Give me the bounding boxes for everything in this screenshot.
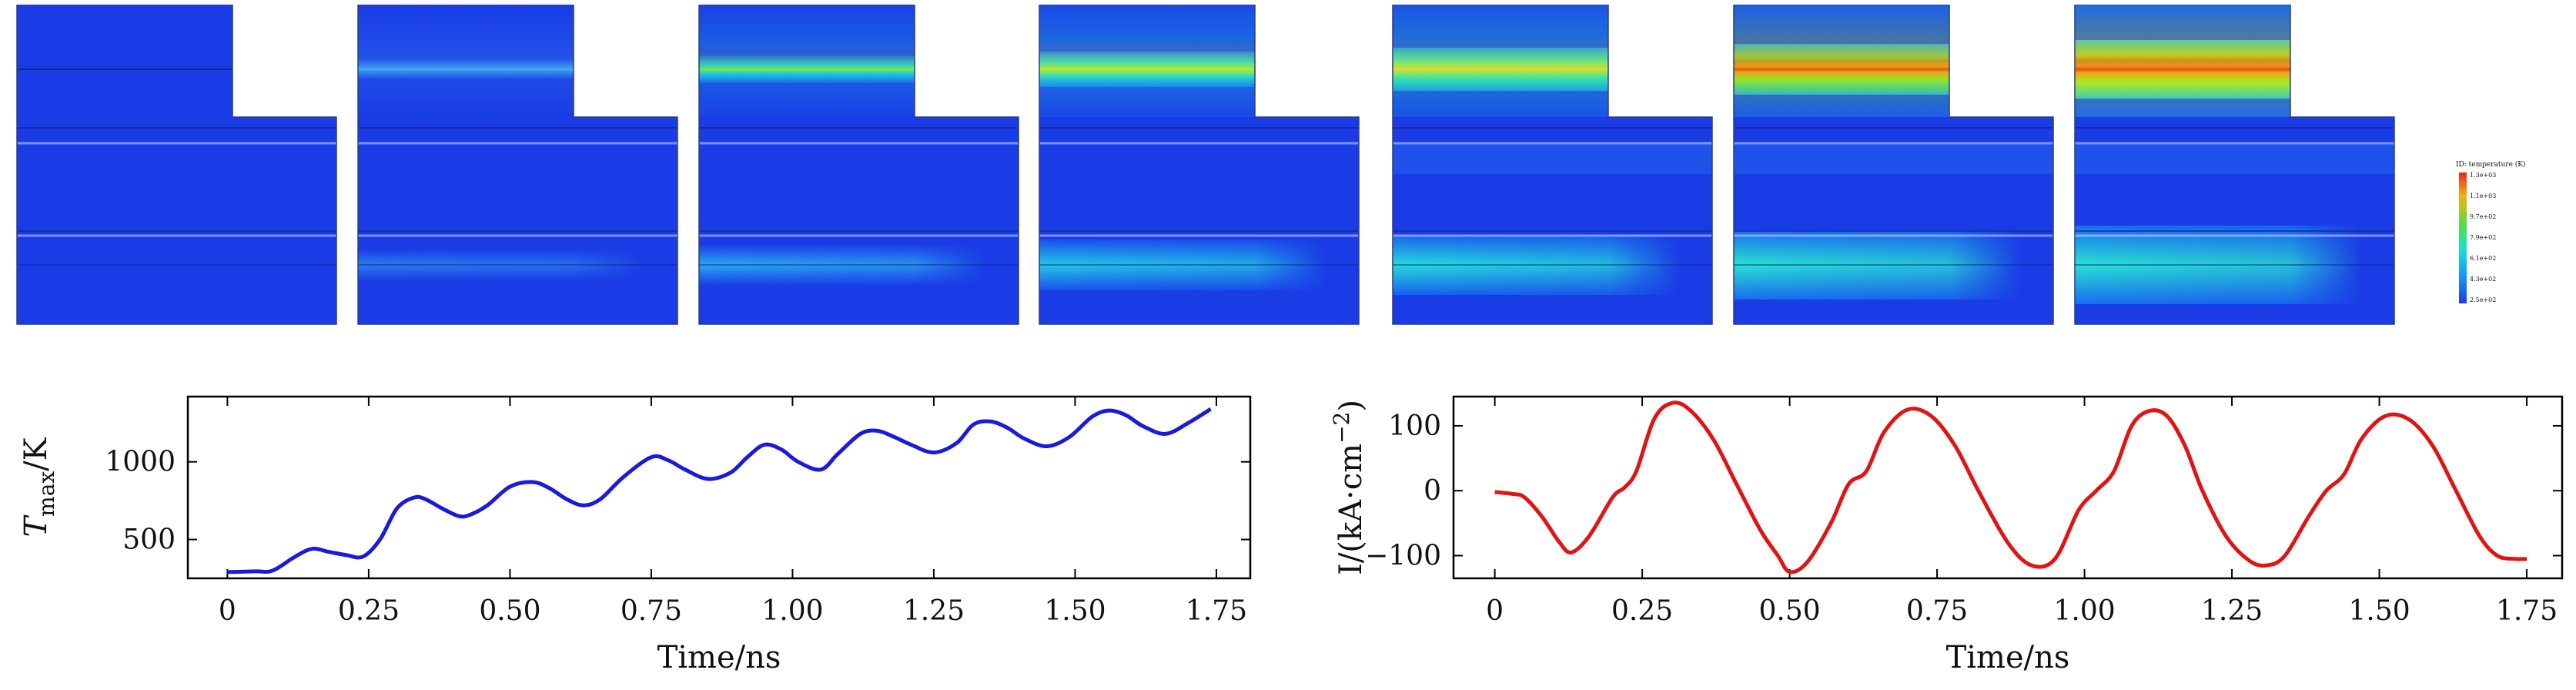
snapshot-panel [357, 5, 678, 325]
field-snapshots: ID: temperature (K) 1.3e+03 1.1e+03 9.7e+02… [16, 5, 2526, 325]
colorbar-label: 4.3e+02 [2470, 276, 2496, 283]
colorbar-title: ID: temperature (K) [2456, 160, 2526, 169]
colorbar-label: 6.1e+02 [2470, 255, 2496, 262]
snapshot-panel [1392, 5, 1713, 325]
x-tick-label: 0.75 [621, 595, 682, 627]
y-axis-label: I/(kA·cm−2) [1329, 400, 1369, 575]
x-tick-label: 0.50 [1759, 595, 1821, 627]
y-axis-label: Tmax/K [18, 437, 59, 537]
x-tick-label: 1.00 [2053, 595, 2115, 627]
snapshot-panel [1733, 5, 2054, 325]
x-tick-label: 0 [219, 595, 236, 627]
y-tick-label: 100 [1388, 410, 1441, 442]
x-tick-label: 0.25 [1611, 595, 1673, 627]
colorbar-label: 1.1e+03 [2470, 193, 2496, 199]
y-tick-label: 0 [1423, 475, 1441, 507]
snapshot-panel [1039, 5, 1360, 325]
x-tick-label: 1.50 [1044, 595, 1106, 627]
x-tick-label: 0.25 [338, 595, 400, 627]
x-tick-label: 0.75 [1906, 595, 1968, 627]
x-tick-label: 1.25 [903, 595, 965, 627]
colorbar: ID: temperature (K) 1.3e+03 1.1e+03 9.7e+02… [2456, 160, 2526, 303]
series-line-current [1494, 400, 2527, 574]
x-tick-label: 1.50 [2348, 595, 2410, 627]
x-axis-label: Time/ns [657, 640, 781, 675]
y-tick-label: −100 [1365, 541, 1441, 572]
plot-frame [1452, 395, 2564, 580]
colorbar-label: 2.5e+02 [2470, 296, 2496, 303]
colorbar-label: 9.7e+02 [2470, 213, 2496, 220]
x-tick-label: 0 [1486, 595, 1504, 627]
x-tick-label: 1.75 [1186, 595, 1247, 627]
series-line-temperature [227, 407, 1212, 574]
colorbar-label: 7.9e+02 [2470, 234, 2496, 241]
x-axis-label: Time/ns [1946, 640, 2070, 675]
x-tick-label: 0.50 [479, 595, 540, 627]
colorbar-label: 1.3e+03 [2470, 172, 2496, 179]
x-tick-label: 1.75 [2496, 595, 2558, 627]
y-tick-label: 1000 [105, 447, 176, 478]
x-tick-label: 1.00 [761, 595, 823, 627]
current-plot: 0 0.25 0.50 0.75 1.00 1.25 1.50 1.75 100 0 −100 Tim… [1329, 395, 2564, 675]
x-tick-label: 1.25 [2201, 595, 2263, 627]
snapshot-panel [698, 5, 1019, 325]
plot-frame [186, 395, 1252, 580]
temperature-plot: 0 0.25 0.50 0.75 1.00 1.25 1.50 1.75 500 1000 Time… [18, 395, 1252, 675]
y-tick-label: 500 [122, 524, 176, 556]
snapshot-panel [2074, 5, 2395, 325]
snapshot-panel [16, 5, 337, 325]
